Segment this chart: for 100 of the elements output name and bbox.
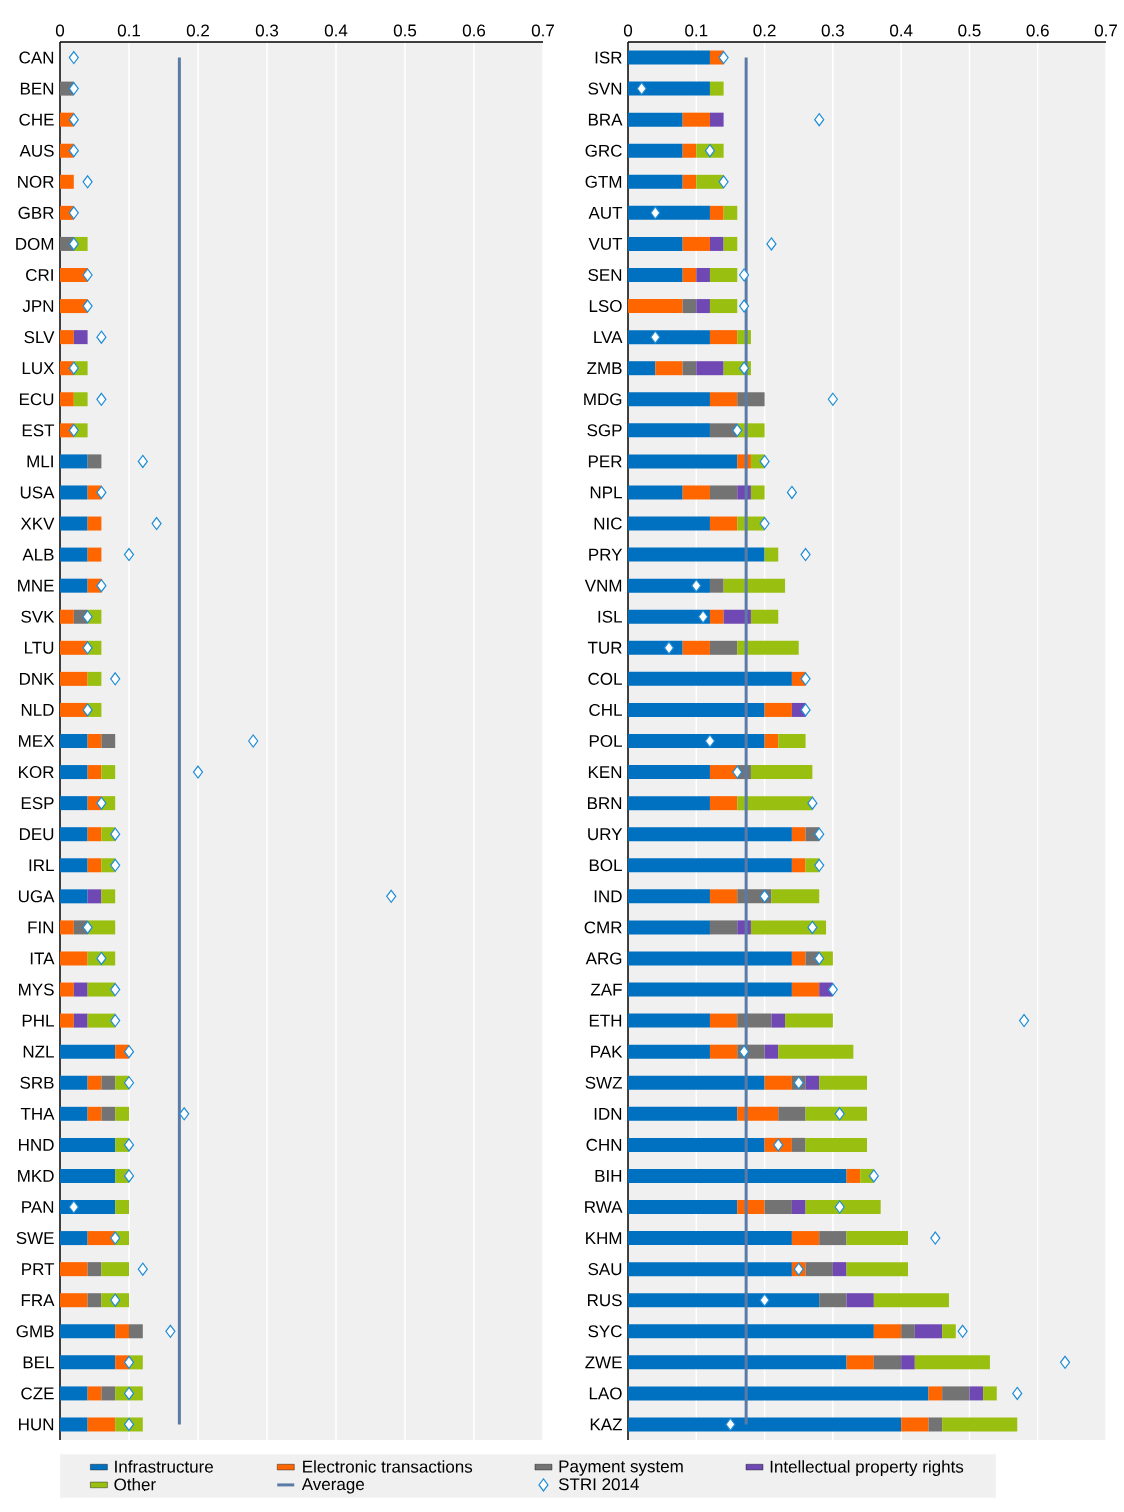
bar — [819, 1231, 847, 1246]
bar — [723, 205, 738, 220]
y-tick-label: FIN — [28, 921, 54, 934]
point — [759, 1293, 770, 1307]
legend-label: STRI 2014 — [558, 1478, 639, 1491]
point — [82, 268, 93, 282]
y-tick-label: GMB — [16, 1325, 54, 1338]
point — [1012, 1386, 1023, 1401]
x-tick-label: 0.5 — [393, 24, 417, 37]
point — [96, 951, 107, 966]
y-tick-label: DEU — [19, 828, 54, 841]
bar — [928, 1417, 943, 1432]
bar — [628, 796, 710, 811]
y-tick-label: ISL — [598, 610, 622, 623]
bar — [628, 1417, 902, 1432]
bar — [628, 299, 683, 314]
y-tick-label: KAZ — [590, 1418, 622, 1431]
bar — [60, 1200, 116, 1215]
y-tick-label: BRN — [587, 797, 622, 809]
bar — [846, 1168, 861, 1183]
y-tick-label: NIC — [594, 517, 622, 530]
y-tick-label: GRC — [585, 144, 622, 157]
y-tick-label: BRA — [588, 113, 623, 126]
y-tick-label: PRT — [22, 1263, 55, 1275]
y-tick-label: USA — [20, 486, 55, 499]
bar — [628, 578, 710, 593]
point — [110, 858, 121, 872]
bar — [60, 796, 88, 811]
bar — [101, 889, 116, 904]
y-tick-label: SRB — [20, 1076, 54, 1089]
bar — [778, 734, 806, 749]
y-tick-label: MDG — [584, 393, 622, 406]
bar — [628, 889, 710, 904]
bar — [914, 1324, 943, 1339]
point — [68, 1200, 79, 1214]
bar — [764, 1075, 792, 1090]
y-tick-label: XKV — [20, 517, 55, 530]
bar — [60, 734, 88, 749]
bar — [778, 1106, 806, 1121]
bar — [628, 547, 765, 562]
bar — [709, 423, 738, 438]
bar — [628, 236, 683, 251]
legend-label: Intellectual property rights — [770, 1460, 964, 1477]
point — [68, 113, 79, 127]
y-tick-label: CMR — [584, 921, 622, 934]
y-tick-label: HUN — [19, 1418, 54, 1431]
y-tick-label: NZL — [23, 1045, 54, 1058]
point — [68, 361, 79, 375]
bar — [101, 1075, 116, 1090]
y-tick-label: ECU — [19, 393, 54, 406]
bar — [709, 112, 724, 127]
point — [123, 548, 135, 562]
bar — [723, 236, 738, 251]
point — [698, 610, 709, 624]
point — [759, 889, 770, 903]
point — [814, 951, 825, 966]
y-tick-label: BEN — [20, 82, 54, 95]
point — [137, 454, 148, 468]
x-tick-label: 0.2 — [186, 24, 209, 37]
bar — [846, 1355, 874, 1370]
bar — [709, 236, 724, 251]
bar — [709, 640, 738, 655]
bar — [628, 1044, 710, 1059]
bar — [628, 454, 738, 469]
point — [814, 858, 825, 872]
point — [110, 1231, 121, 1245]
point — [123, 1355, 135, 1369]
bar — [101, 765, 116, 780]
bar — [628, 81, 710, 96]
bar — [791, 1200, 806, 1215]
bar — [709, 796, 738, 811]
bar — [805, 1137, 868, 1152]
bar — [914, 1355, 990, 1370]
bar — [628, 671, 792, 686]
bar — [60, 392, 74, 407]
y-tick-label: SEN — [588, 268, 622, 282]
x-tick-label: 0.6 — [1026, 24, 1049, 37]
bar — [901, 1324, 915, 1339]
bar — [60, 1417, 88, 1432]
bar — [60, 1231, 88, 1246]
bar — [87, 1075, 102, 1090]
y-tick-label: URY — [588, 828, 623, 841]
bar — [682, 236, 710, 251]
bar — [723, 578, 786, 593]
y-tick-label: EST — [22, 424, 55, 437]
bar — [628, 1013, 710, 1028]
x-tick-label: 0.3 — [821, 24, 844, 37]
x-tick-label: 0 — [55, 24, 65, 37]
bar — [628, 1200, 738, 1215]
bar — [73, 330, 88, 345]
point — [636, 82, 647, 96]
y-tick-label: ZMB — [587, 362, 622, 375]
bar — [628, 920, 710, 935]
y-tick-label: SLV — [24, 331, 55, 344]
y-tick-label: SWZ — [585, 1076, 622, 1089]
y-tick-label: KEN — [588, 766, 622, 778]
bar — [628, 734, 765, 749]
bar — [750, 765, 813, 780]
y-tick-label: LTU — [25, 641, 54, 654]
bar — [628, 765, 710, 780]
